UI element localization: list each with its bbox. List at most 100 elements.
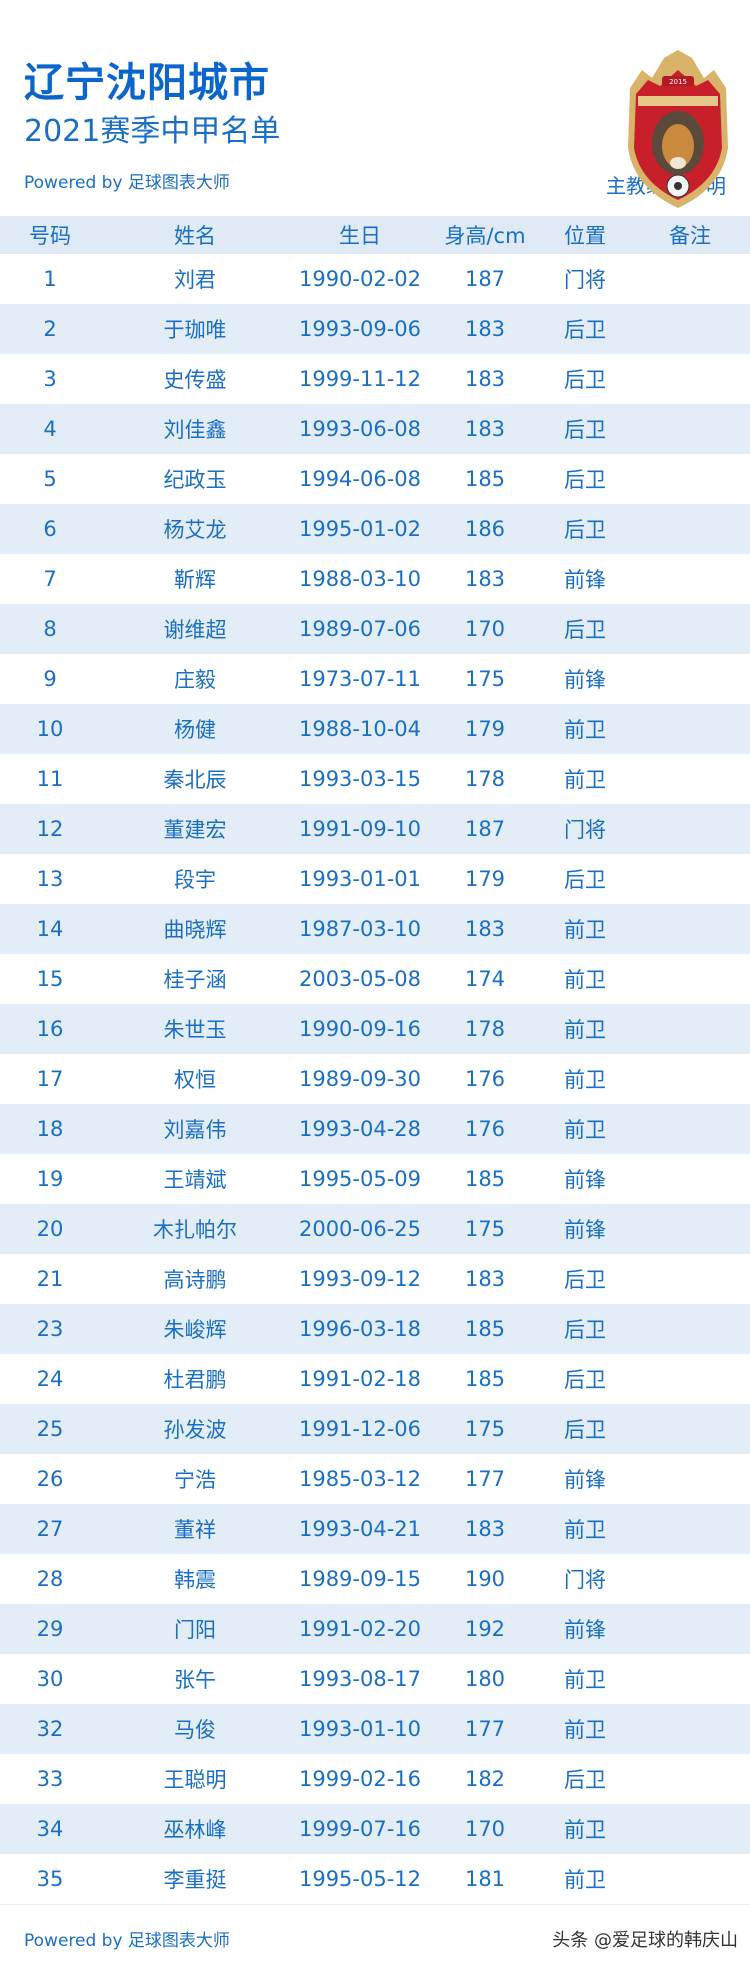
cell-position: 后卫 xyxy=(564,368,606,392)
cell-height: 183 xyxy=(464,1517,506,1541)
cell-height: 185 xyxy=(464,467,506,491)
cell-birthday: 1993-09-12 xyxy=(298,1267,422,1291)
cell-height: 176 xyxy=(464,1067,506,1091)
cell-name: 马俊 xyxy=(174,1718,216,1742)
cell-birthday: 1993-09-06 xyxy=(298,317,422,341)
cell-name: 于珈唯 xyxy=(163,318,227,342)
cell-name: 宁浩 xyxy=(174,1468,216,1492)
cell-number: 6 xyxy=(43,517,57,541)
cell-birthday: 1987-03-10 xyxy=(298,917,422,941)
cell-number: 8 xyxy=(43,617,57,641)
cell-height: 178 xyxy=(464,767,506,791)
table-row: 32 马俊 1993-01-10 177 前卫 xyxy=(0,1704,750,1754)
cell-height: 192 xyxy=(464,1617,506,1641)
table-row: 35 李重挺 1995-05-12 181 前卫 xyxy=(0,1854,750,1904)
table-row: 30 张午 1993-08-17 180 前卫 xyxy=(0,1654,750,1704)
cell-name: 庄毅 xyxy=(174,668,216,692)
table-row: 29 门阳 1991-02-20 192 前锋 xyxy=(0,1604,750,1654)
cell-position: 前锋 xyxy=(564,1468,606,1492)
cell-number: 25 xyxy=(36,1417,64,1441)
cell-name: 董建宏 xyxy=(163,818,227,842)
cell-name: 朱世玉 xyxy=(163,1018,227,1042)
cell-birthday: 1973-07-11 xyxy=(298,667,422,691)
cell-name: 杨艾龙 xyxy=(163,518,227,542)
cell-height: 179 xyxy=(464,867,506,891)
cell-position: 后卫 xyxy=(564,1418,606,1442)
cell-position: 后卫 xyxy=(564,318,606,342)
table-row: 27 董祥 1993-04-21 183 前卫 xyxy=(0,1504,750,1554)
cell-birthday: 1993-08-17 xyxy=(298,1667,422,1691)
table-row: 26 宁浩 1985-03-12 177 前锋 xyxy=(0,1454,750,1504)
cell-birthday: 1993-01-01 xyxy=(298,867,422,891)
cell-name: 段宇 xyxy=(174,868,216,892)
cell-name: 杨健 xyxy=(174,718,216,742)
table-row: 25 孙发波 1991-12-06 175 后卫 xyxy=(0,1404,750,1454)
cell-position: 前卫 xyxy=(564,718,606,742)
cell-birthday: 1989-07-06 xyxy=(298,617,422,641)
cell-position: 前卫 xyxy=(564,1868,606,1892)
table-row: 23 朱峻辉 1996-03-18 185 后卫 xyxy=(0,1304,750,1354)
table-row: 21 高诗鹏 1993-09-12 183 后卫 xyxy=(0,1254,750,1304)
cell-birthday: 1991-09-10 xyxy=(298,817,422,841)
cell-birthday: 1988-03-10 xyxy=(298,567,422,591)
cell-position: 门将 xyxy=(564,1568,606,1592)
cell-position: 后卫 xyxy=(564,868,606,892)
cell-height: 170 xyxy=(464,617,506,641)
cell-name: 木扎帕尔 xyxy=(153,1218,237,1242)
cell-height: 187 xyxy=(464,267,506,291)
cell-number: 5 xyxy=(43,467,57,491)
cell-name: 刘君 xyxy=(174,268,216,292)
club-logo-icon: 2015 xyxy=(628,50,728,208)
cell-position: 前卫 xyxy=(564,1668,606,1692)
table-row: 24 杜君鹏 1991-02-18 185 后卫 xyxy=(0,1354,750,1404)
cell-birthday: 1991-02-20 xyxy=(298,1617,422,1641)
cell-number: 3 xyxy=(43,367,57,391)
cell-position: 前卫 xyxy=(564,968,606,992)
cell-number: 34 xyxy=(36,1817,64,1841)
cell-birthday: 1995-05-12 xyxy=(298,1867,422,1891)
cell-name: 靳辉 xyxy=(174,568,216,592)
cell-birthday: 1993-03-15 xyxy=(298,767,422,791)
cell-name: 门阳 xyxy=(174,1618,216,1642)
table-row: 3 史传盛 1999-11-12 183 后卫 xyxy=(0,354,750,404)
cell-position: 门将 xyxy=(564,268,606,292)
cell-birthday: 1993-01-10 xyxy=(298,1717,422,1741)
cell-height: 174 xyxy=(464,967,506,991)
table-header: 号码 姓名 生日 身高/cm 位置 备注 xyxy=(0,216,750,254)
cell-height: 175 xyxy=(464,1417,506,1441)
table-row: 4 刘佳鑫 1993-06-08 183 后卫 xyxy=(0,404,750,454)
table-row: 11 秦北辰 1993-03-15 178 前卫 xyxy=(0,754,750,804)
table-row: 7 靳辉 1988-03-10 183 前锋 xyxy=(0,554,750,604)
cell-height: 186 xyxy=(464,517,506,541)
table-row: 17 权恒 1989-09-30 176 前卫 xyxy=(0,1054,750,1104)
cell-position: 后卫 xyxy=(564,1768,606,1792)
cell-height: 185 xyxy=(464,1317,506,1341)
cell-number: 18 xyxy=(36,1117,64,1141)
cell-number: 21 xyxy=(36,1267,64,1291)
cell-position: 前卫 xyxy=(564,768,606,792)
svg-text:2015: 2015 xyxy=(669,78,687,86)
cell-name: 王聪明 xyxy=(163,1768,227,1792)
cell-position: 前卫 xyxy=(564,1818,606,1842)
cell-height: 185 xyxy=(464,1167,506,1191)
cell-position: 后卫 xyxy=(564,418,606,442)
cell-height: 183 xyxy=(464,317,506,341)
cell-name: 权恒 xyxy=(174,1068,216,1092)
cell-number: 19 xyxy=(36,1167,64,1191)
roster-table: 号码 姓名 生日 身高/cm 位置 备注 1 刘君 1990-02-02 187 门将 2… xyxy=(0,216,750,1905)
table-row: 28 韩震 1989-09-15 190 门将 xyxy=(0,1554,750,1604)
cell-position: 前锋 xyxy=(564,1168,606,1192)
cell-position: 后卫 xyxy=(564,518,606,542)
cell-birthday: 1985-03-12 xyxy=(298,1467,422,1491)
cell-birthday: 1996-03-18 xyxy=(298,1317,422,1341)
cell-position: 前卫 xyxy=(564,1518,606,1542)
cell-name: 高诗鹏 xyxy=(163,1268,227,1292)
cell-number: 27 xyxy=(36,1517,64,1541)
cell-position: 后卫 xyxy=(564,1318,606,1342)
column-header-position: 位置 xyxy=(564,224,606,248)
cell-birthday: 1993-04-21 xyxy=(298,1517,422,1541)
table-row: 19 王靖斌 1995-05-09 185 前锋 xyxy=(0,1154,750,1204)
footer-powered-by: Powered by 足球图表大师 xyxy=(24,1931,230,1951)
table-row: 1 刘君 1990-02-02 187 门将 xyxy=(0,254,750,304)
cell-position: 前锋 xyxy=(564,1218,606,1242)
